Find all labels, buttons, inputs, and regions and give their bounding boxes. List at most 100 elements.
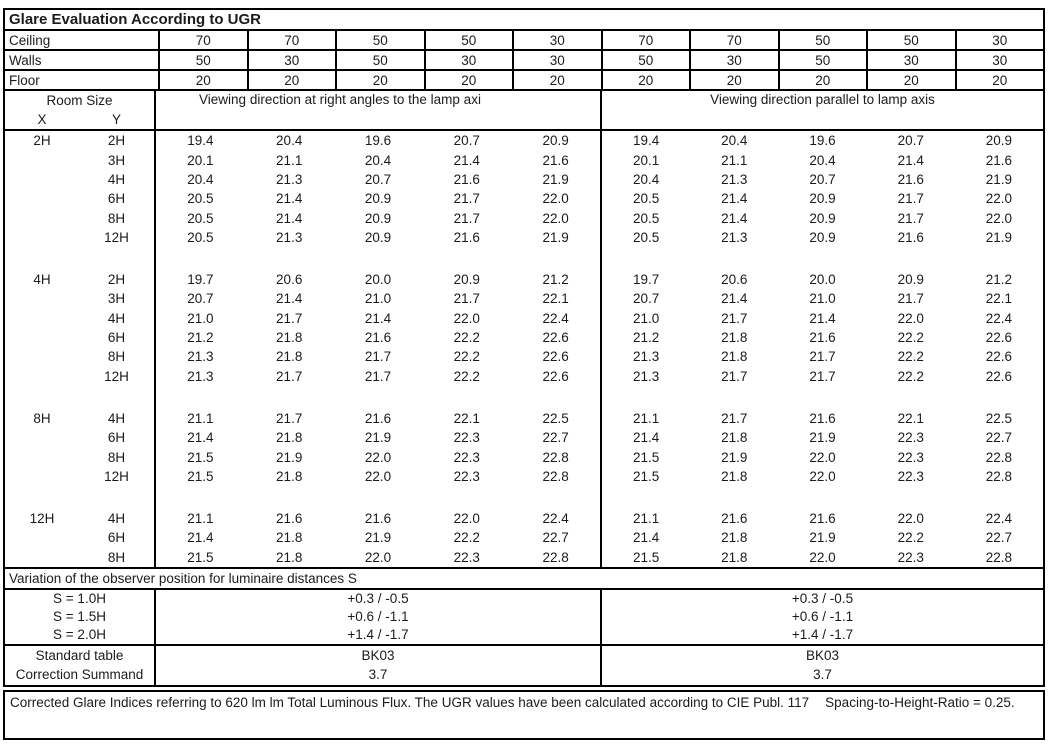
surface-value-cell: 30 [866,51,955,69]
ugr-value-cell: 21.8 [721,549,748,565]
ugr-value-cell: 22.5 [985,410,1013,426]
ugr-value-cell: 20.9 [542,133,569,149]
ugr-value-cell: 22.2 [453,349,480,365]
room-y-cell: 2H [107,272,126,288]
ugr-values-left: 20.4 21.3 20.7 21.6 21.9 [156,169,602,190]
ugr-values-right: 19.7 20.6 20.0 20.9 21.2 [602,270,1043,289]
ugr-value-cell: 21.9 [721,449,748,465]
ugr-value-cell: 22.8 [542,549,569,565]
ugr-value-cell: 21.2 [187,330,214,346]
ugr-value-cell: 21.6 [809,330,836,346]
ugr-value-cell: 20.7 [897,133,924,149]
variation-value-right: +0.6 / -1.1 [791,609,854,625]
room-y-cell: 6H [107,330,126,346]
ugr-value-cell: 20.4 [364,152,392,168]
ugr-value-cell: 20.7 [632,291,660,307]
surface-value-cell: 20 [335,71,424,89]
ugr-value-cell: 22.6 [985,368,1013,384]
ugr-value-cell: 20.9 [809,191,836,207]
ugr-value-cell: 20.7 [187,291,214,307]
ugr-value-cell: 19.7 [187,272,214,288]
room-size-cells: 4H [5,169,156,190]
ugr-value-cell: 22.6 [542,368,569,384]
ugr-values-left: 21.0 21.7 21.4 22.0 22.4 [156,308,602,328]
summary-row: Correction Summand 3.7 3.7 [5,665,1043,685]
ugr-value-cell: 21.4 [721,210,748,226]
ugr-value-cell: 20.5 [187,229,214,245]
surface-value-cell: 70 [600,31,690,49]
ugr-value-cell: 21.7 [809,368,836,384]
ugr-value-cell: 19.7 [632,272,660,288]
surface-row: Walls 50 30 50 30 30 50 30 50 30 30 [5,51,1043,71]
summary-rows: Standard table BK03 BK03 Correction Summand… [5,645,1043,685]
block-gap-row [5,385,1043,409]
ugr-value-cell: 20.4 [809,152,836,168]
ugr-value-cell: 20.6 [276,272,303,288]
surface-label: Ceiling [9,32,51,48]
ugr-value-cell: 22.3 [897,549,924,565]
room-y-cell: 4H [107,410,126,426]
room-y-cell: 6H [107,430,126,446]
ugr-values-right: 21.5 21.8 22.0 22.3 22.8 [602,467,1043,486]
ugr-row: 6H 21.2 21.8 21.6 22.2 22.6 21.2 21.8 21.6 22.2 22… [5,327,1043,348]
ugr-row: 8H 4H 21.1 21.7 21.6 22.1 22.5 21.1 21.7 21.6 22.1… [5,408,1043,429]
ugr-values-left: 19.7 20.6 20.0 20.9 21.2 [156,269,602,290]
table-title: Glare Evaluation According to UGR [5,10,1043,31]
surface-label: Floor [9,72,40,88]
ugr-row: 4H 2H 19.7 20.6 20.0 20.9 21.2 19.7 20.6 20.0 20.9… [5,269,1043,290]
ugr-values-left: 20.5 21.3 20.9 21.6 21.9 [156,227,602,248]
ugr-value-cell: 22.6 [985,330,1013,346]
ugr-value-cell: 21.7 [364,368,392,384]
ugr-value-cell: 20.0 [364,272,392,288]
ugr-value-cell: 21.5 [632,468,660,484]
ugr-value-cell: 21.8 [276,349,303,365]
surface-value-cell: 30 [423,51,513,69]
room-y-cell: 4H [107,511,126,527]
variation-value-left: +0.6 / -1.1 [156,607,602,626]
ugr-values-right: 21.2 21.8 21.6 22.2 22.6 [602,328,1043,347]
surface-reflectance-rows: Ceiling 70 70 50 50 30 70 70 50 50 30 Walls 50 30 50 30… [5,31,1043,91]
ugr-value-cell: 20.9 [364,229,392,245]
ugr-value-cell: 21.6 [721,511,748,527]
surface-value-cell: 20 [246,71,336,89]
room-size-cells: 6H [5,189,156,209]
surface-value-cell: 20 [866,71,955,89]
ugr-values-right: 21.5 21.9 22.0 22.3 22.8 [602,447,1043,466]
room-size-cells: 4H [5,308,156,328]
room-y-cell: 4H [107,310,126,326]
ugr-value-cell: 22.8 [985,449,1013,465]
x-axis-label: X [37,112,47,127]
ugr-value-cell: 20.9 [897,272,924,288]
room-size-cells: 8H [5,547,156,567]
ugr-value-cell: 20.4 [187,171,214,187]
summary-value-left: BK03 [156,645,602,666]
ugr-values-left: 21.1 21.7 21.6 22.1 22.5 [156,408,602,429]
ugr-value-cell: 21.6 [364,330,392,346]
ugr-value-cell: 22.0 [809,549,836,565]
ugr-value-cell: 20.9 [809,229,836,245]
ugr-value-cell: 21.8 [276,530,303,546]
footer-note-text: Corrected Glare Indices referring to 620… [10,695,810,710]
ugr-value-cell: 22.1 [453,410,480,426]
ugr-row: 8H 20.5 21.4 20.9 21.7 22.0 20.5 21.4 20.9 21.7 22… [5,208,1043,228]
ugr-row: 2H 2H 19.4 20.4 19.6 20.7 20.9 19.4 20.4 19.6 20.7… [5,131,1043,151]
room-size-cells: 4H 2H [5,269,156,290]
room-x-cell: 8H [33,410,51,426]
surface-value-cell: 20 [954,71,1044,89]
surface-value-cell: 50 [777,51,867,69]
ugr-value-cell: 22.4 [985,511,1013,527]
ugr-value-cell: 21.6 [453,229,480,245]
surface-value-cell: 30 [689,51,778,69]
ugr-values-body: 2H 2H 19.4 20.4 19.6 20.7 20.9 19.4 20.4 19.6 20.7… [5,131,1043,569]
room-x-cell: 4H [33,272,51,288]
room-size-header: Room Size X Y [5,91,156,129]
room-y-cell: 6H [107,191,126,207]
ugr-values-left: 21.1 21.6 21.6 22.0 22.4 [156,508,602,529]
ugr-value-cell: 21.4 [276,291,303,307]
ugr-value-cell: 21.6 [809,410,836,426]
ugr-value-cell: 21.8 [276,549,303,565]
ugr-values-left: 19.4 20.4 19.6 20.7 20.9 [156,131,602,151]
ugr-value-cell: 21.4 [721,291,748,307]
block-gap-row [5,486,1043,509]
ugr-value-cell: 22.0 [809,468,836,484]
